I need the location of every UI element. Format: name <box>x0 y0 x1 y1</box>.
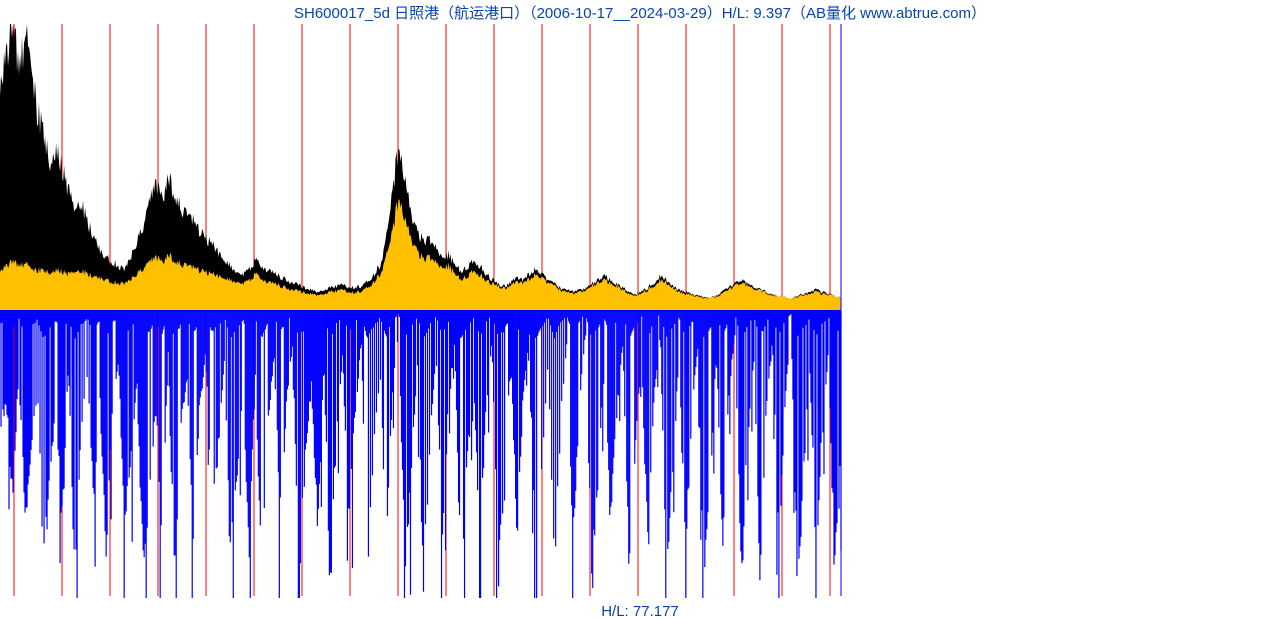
chart-canvas <box>0 0 1280 620</box>
chart-footer: H/L: 77.177 <box>0 603 1280 620</box>
